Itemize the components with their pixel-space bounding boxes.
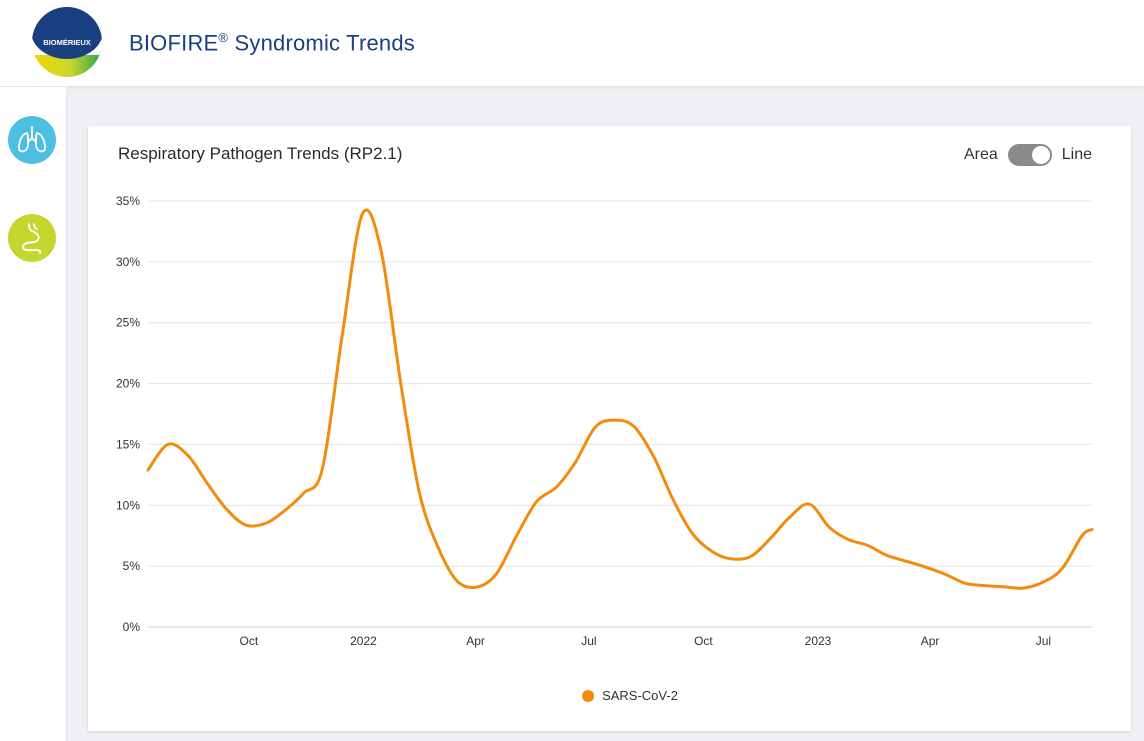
toggle-label-line[interactable]: Line (1061, 146, 1092, 163)
toggle-label-area[interactable]: Area (963, 146, 998, 163)
series-line-sars-cov-2 (146, 208, 1094, 590)
y-tick-label: 10% (116, 498, 140, 512)
stomach-icon (8, 214, 56, 262)
y-tick-label: 0% (123, 620, 141, 634)
x-tick-label: Oct (240, 634, 259, 648)
card-title: Respiratory Pathogen Trends (RP2.1) (118, 144, 403, 163)
sidebar-item-respiratory[interactable] (8, 116, 56, 164)
area-line-toggle[interactable] (1007, 144, 1052, 166)
x-tick-label: Apr (921, 634, 940, 648)
legend-marker (582, 690, 595, 702)
app-title: BIOFIRE® Syndromic Trends (129, 30, 416, 56)
toggle-knob (1031, 146, 1050, 164)
x-tick-label: Jul (1036, 634, 1051, 648)
legend-label: SARS-CoV-2 (602, 688, 678, 703)
logo-text: BIOMÉRIEUX (43, 38, 91, 47)
y-tick-label: 5% (123, 559, 141, 573)
y-tick-label: 20% (116, 377, 140, 391)
app-header: BIOMÉRIEUX BIOFIRE® Syndromic Trends (0, 0, 1144, 87)
lungs-icon (8, 116, 56, 164)
y-tick-label: 35% (116, 194, 140, 208)
x-tick-label: Oct (694, 634, 713, 648)
x-tick-label: 2023 (805, 634, 832, 648)
sidebar (0, 87, 67, 741)
x-tick-label: Apr (466, 634, 485, 648)
line-chart: 0% 5% 10% 15% 20% 25% 30% 35% Oct 2022 Apr Jul Oct 2… (116, 194, 1094, 703)
area-line-toggle-group: Area Line (964, 144, 1092, 166)
x-tick-label: 2022 (350, 634, 377, 648)
y-tick-label: 25% (116, 316, 140, 330)
legend: SARS-CoV-2 (582, 688, 678, 703)
chart-card: Respiratory Pathogen Trends (RP2.1) Area… (88, 126, 1131, 731)
y-tick-label: 30% (116, 255, 140, 269)
biomerieux-logo[interactable]: BIOMÉRIEUX (32, 7, 102, 77)
sidebar-item-gastrointestinal[interactable] (8, 214, 56, 262)
y-tick-label: 15% (116, 437, 140, 451)
x-tick-label: Jul (581, 634, 596, 648)
